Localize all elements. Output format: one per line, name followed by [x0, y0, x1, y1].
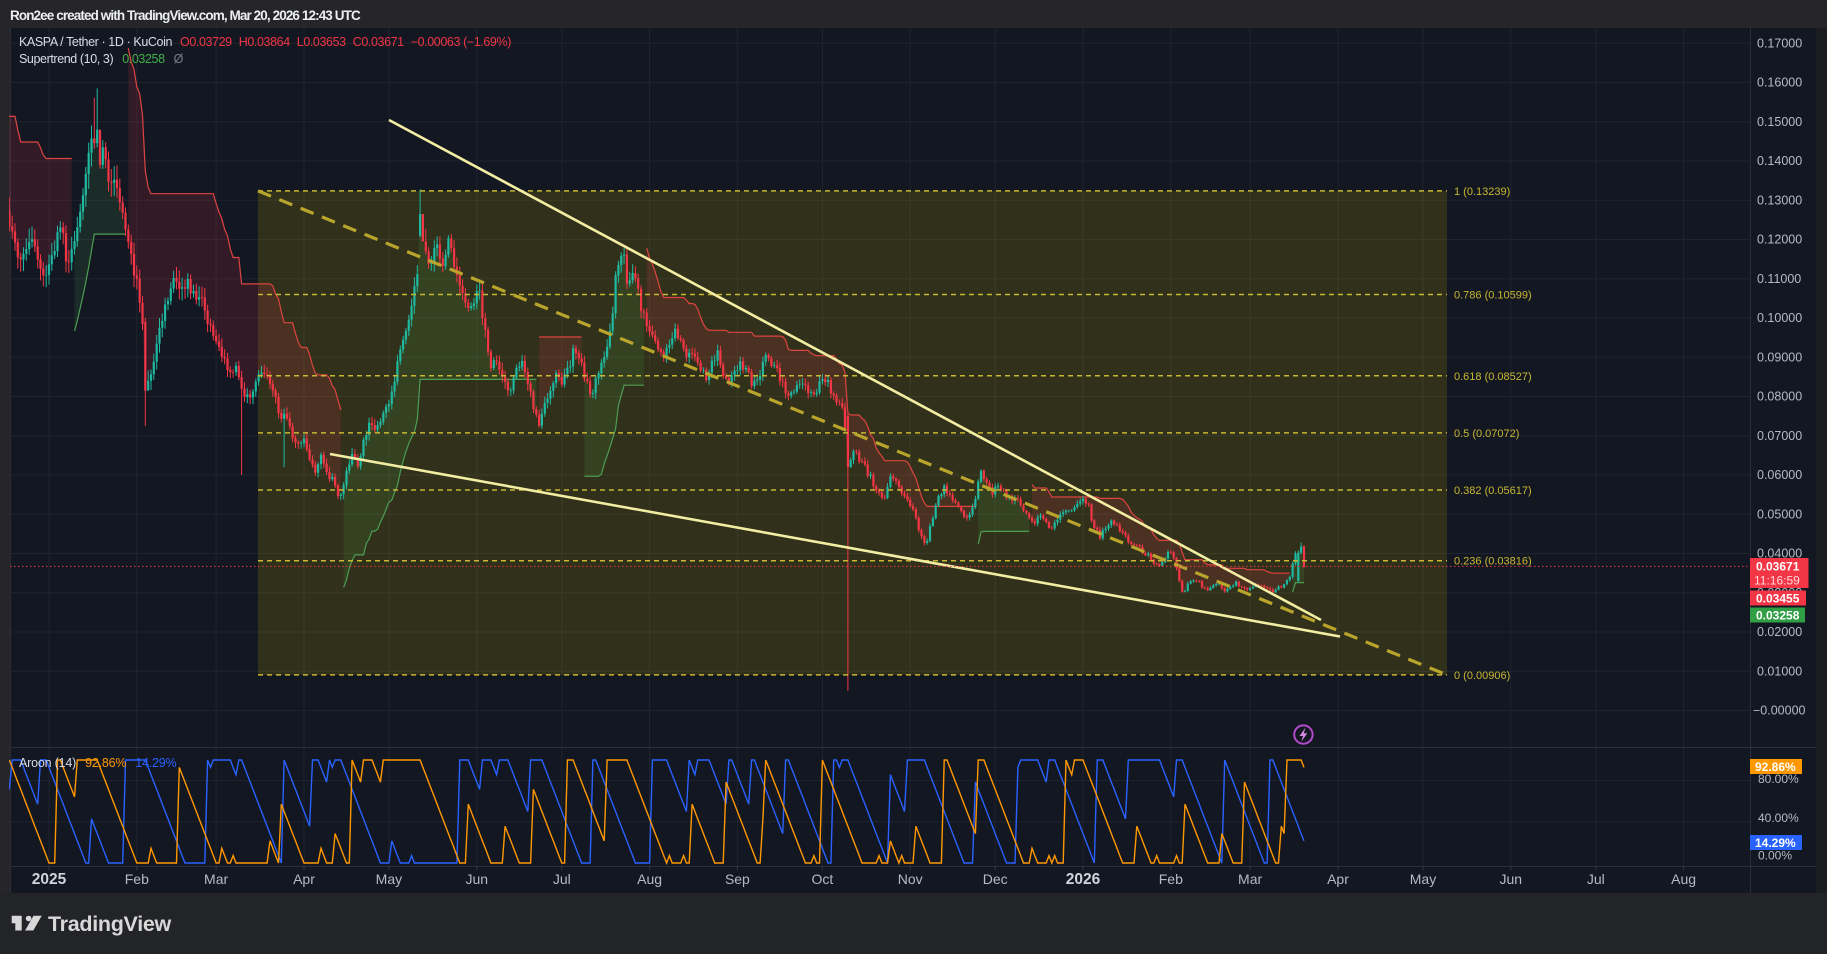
svg-text:0.12000: 0.12000: [1757, 233, 1802, 247]
svg-text:May: May: [1410, 871, 1436, 887]
svg-text:80.00%: 80.00%: [1758, 772, 1799, 786]
svg-text:0.09000: 0.09000: [1757, 350, 1802, 364]
svg-text:92.86%: 92.86%: [1755, 760, 1796, 774]
svg-text:0.10000: 0.10000: [1757, 311, 1802, 325]
svg-text:0.00%: 0.00%: [1758, 849, 1792, 863]
svg-text:0.14000: 0.14000: [1757, 154, 1802, 168]
svg-text:Ron2ee created with TradingVie: Ron2ee created with TradingView.com, Mar…: [10, 8, 361, 23]
svg-text:Aroon (14)92.86%14.29%: Aroon (14) 92.86% 14.29%: [19, 756, 177, 770]
svg-text:0.02000: 0.02000: [1757, 625, 1802, 639]
svg-text:0.11000: 0.11000: [1757, 272, 1801, 286]
svg-text:0.07000: 0.07000: [1757, 429, 1802, 443]
svg-text:Jun: Jun: [1500, 871, 1523, 887]
svg-text:0.13000: 0.13000: [1757, 193, 1802, 207]
svg-text:Sep: Sep: [725, 871, 750, 887]
svg-text:0 (0.00906): 0 (0.00906): [1454, 670, 1510, 682]
svg-text:0.16000: 0.16000: [1757, 76, 1802, 90]
svg-text:0.786 (0.10599): 0.786 (0.10599): [1454, 290, 1532, 302]
svg-text:0.06000: 0.06000: [1757, 468, 1802, 482]
svg-text:40.00%: 40.00%: [1758, 811, 1799, 825]
svg-text:Dec: Dec: [983, 871, 1008, 887]
svg-text:0.01000: 0.01000: [1757, 665, 1802, 679]
svg-text:0.618 (0.08527): 0.618 (0.08527): [1454, 371, 1532, 383]
svg-text:0.03258: 0.03258: [1756, 609, 1800, 623]
svg-text:Oct: Oct: [812, 871, 834, 887]
svg-text:Jul: Jul: [1587, 871, 1605, 887]
svg-text:Feb: Feb: [125, 871, 149, 887]
svg-text:Apr: Apr: [293, 871, 315, 887]
svg-text:May: May: [376, 871, 402, 887]
svg-text:14.29%: 14.29%: [1755, 836, 1796, 850]
svg-text:Mar: Mar: [204, 871, 228, 887]
svg-text:Feb: Feb: [1159, 871, 1183, 887]
svg-text:0.03455: 0.03455: [1756, 592, 1800, 606]
svg-text:0.15000: 0.15000: [1757, 115, 1802, 129]
svg-text:0.04000: 0.04000: [1757, 547, 1802, 561]
svg-text:11:16:59: 11:16:59: [1754, 574, 1800, 588]
svg-text:Mar: Mar: [1238, 871, 1262, 887]
svg-text:2025: 2025: [32, 871, 67, 888]
svg-text:Jun: Jun: [466, 871, 489, 887]
svg-text:0.05000: 0.05000: [1757, 508, 1802, 522]
svg-text:0.08000: 0.08000: [1757, 390, 1802, 404]
svg-text:1 (0.13239): 1 (0.13239): [1454, 186, 1510, 198]
svg-text:0.382 (0.05617): 0.382 (0.05617): [1454, 485, 1532, 497]
svg-text:0.17000: 0.17000: [1757, 37, 1802, 51]
svg-text:0.236 (0.03816): 0.236 (0.03816): [1454, 556, 1532, 568]
svg-text:Aug: Aug: [637, 871, 662, 887]
svg-text:Apr: Apr: [1327, 871, 1349, 887]
svg-text:Nov: Nov: [898, 871, 923, 887]
svg-text:0.5 (0.07072): 0.5 (0.07072): [1454, 428, 1519, 440]
svg-text:Aug: Aug: [1671, 871, 1696, 887]
svg-text:TradingView: TradingView: [48, 912, 172, 936]
svg-text:Jul: Jul: [553, 871, 571, 887]
svg-text:−0.00000: −0.00000: [1753, 704, 1806, 718]
svg-text:2026: 2026: [1066, 871, 1101, 888]
svg-text:0.03671: 0.03671: [1756, 560, 1800, 574]
